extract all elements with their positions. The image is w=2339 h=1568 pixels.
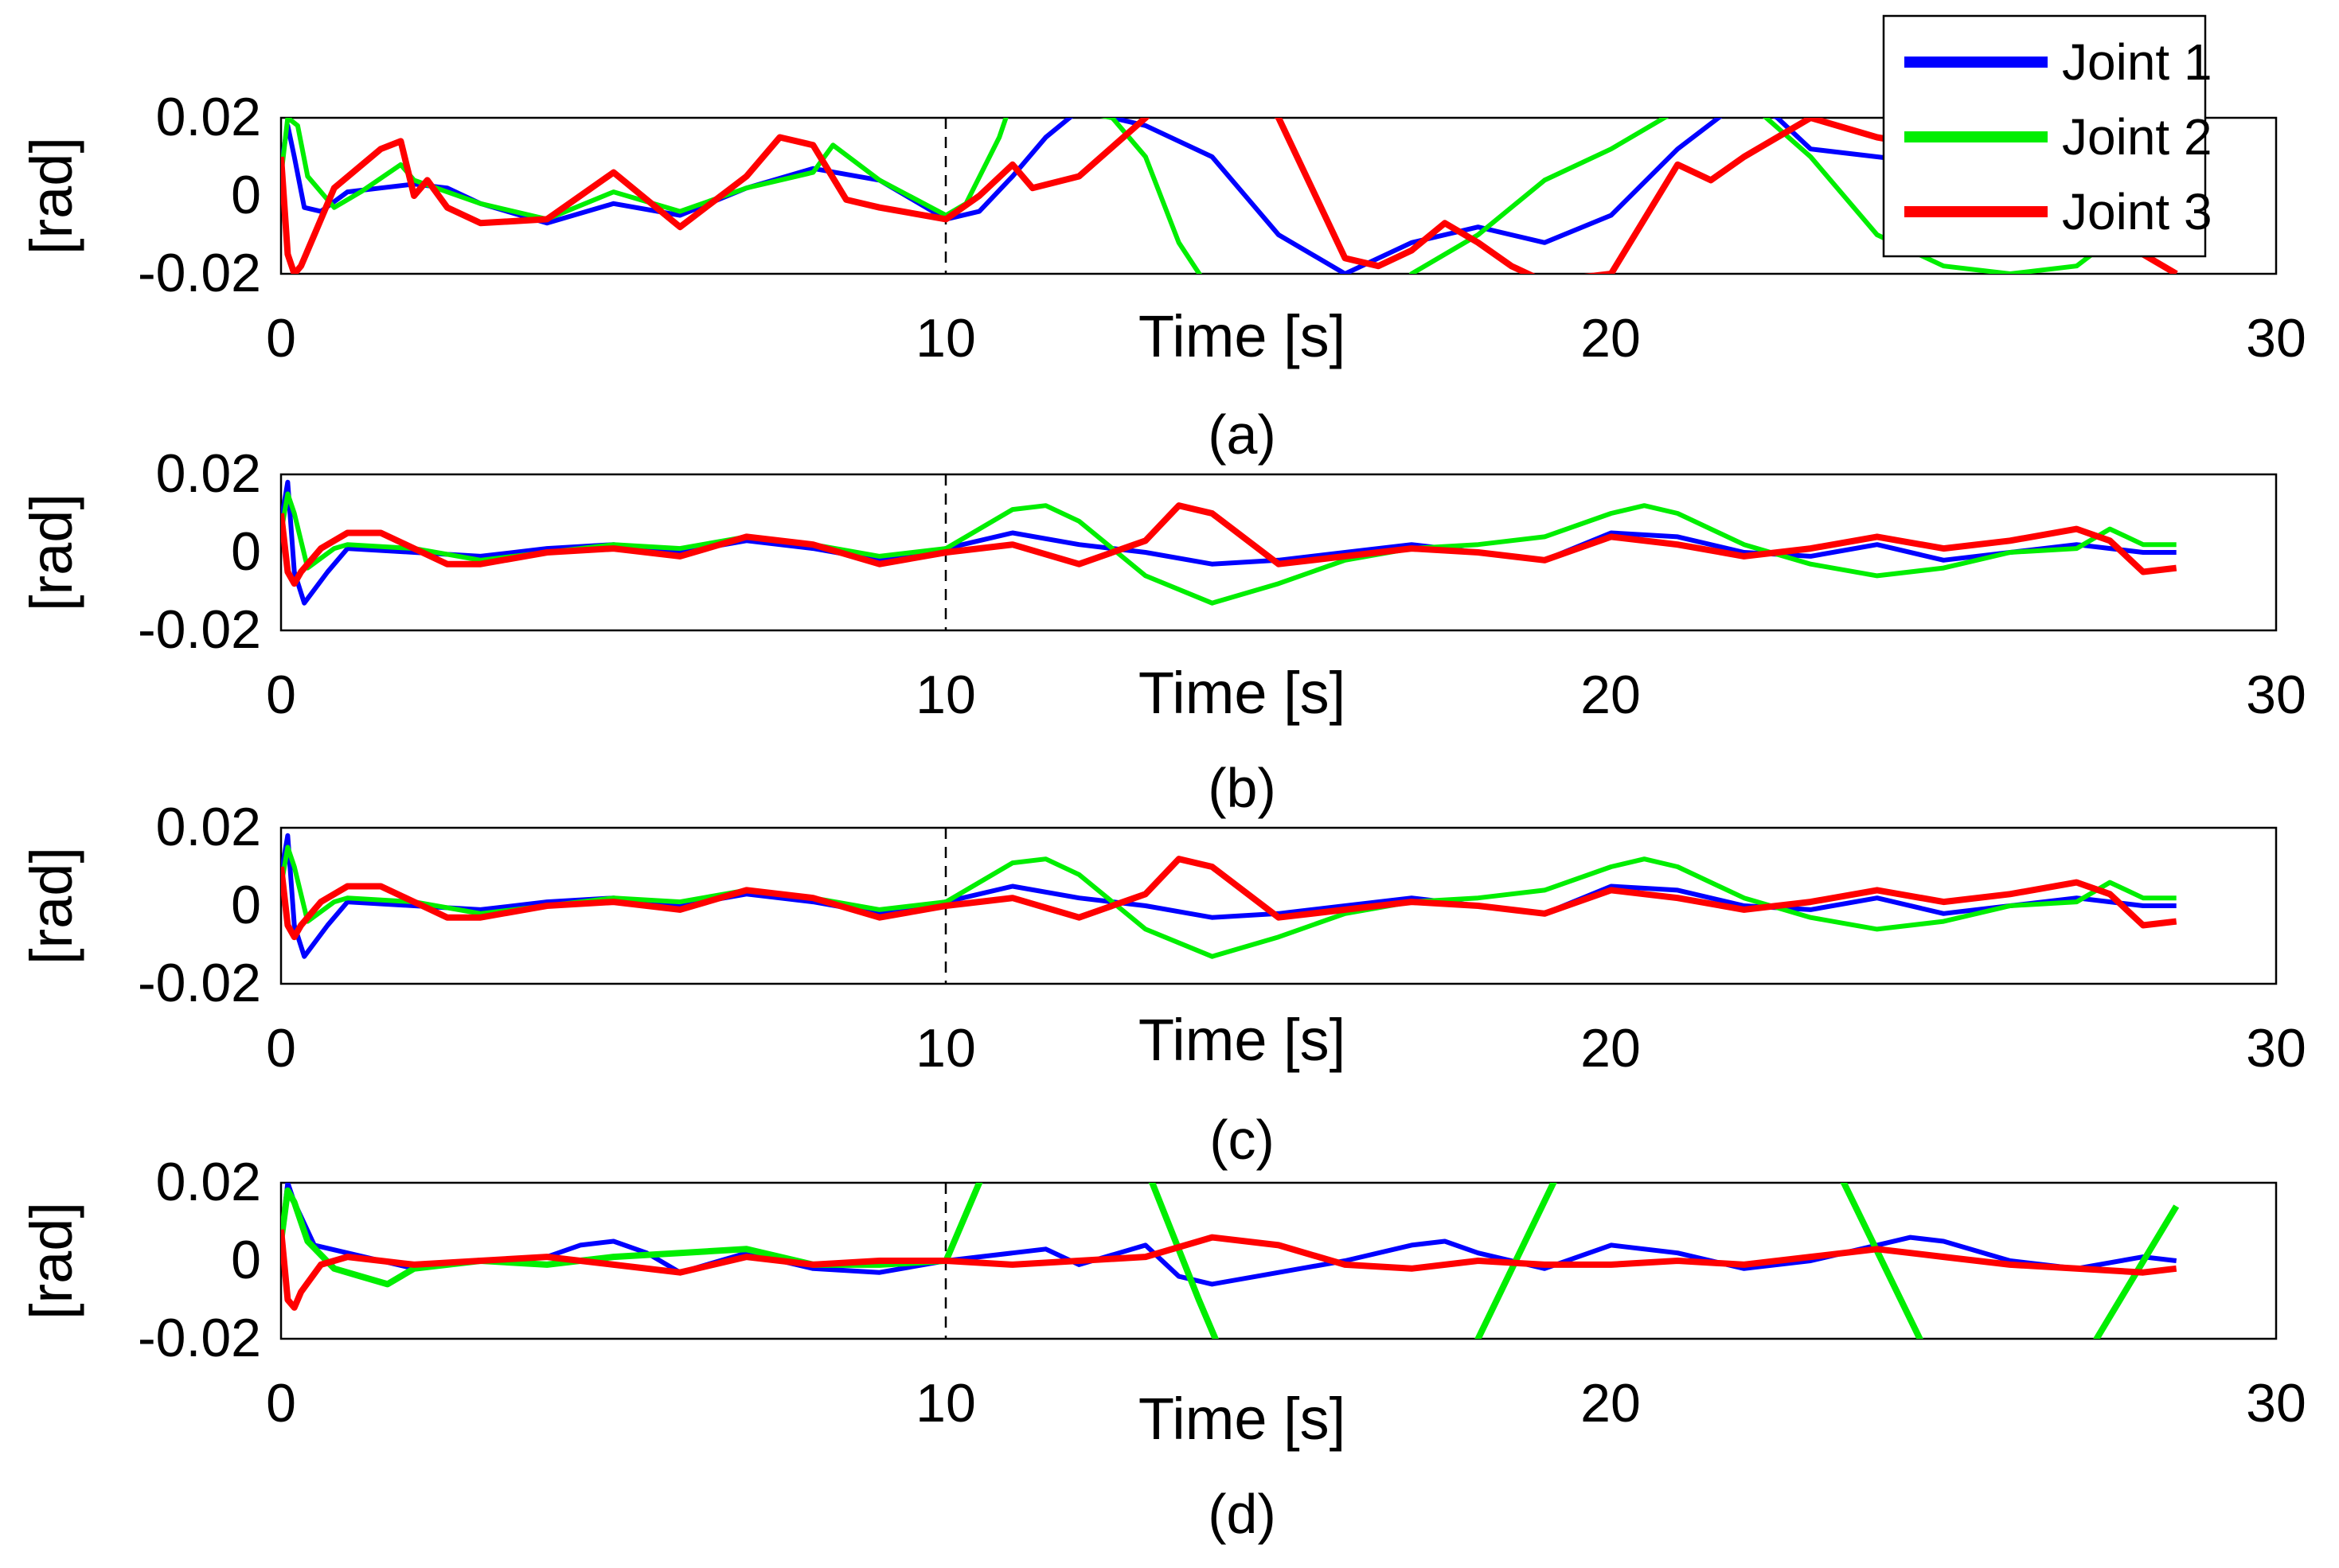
panel-c: 0.02 0 -0.02 0 10 20 30 Time [s] [rad] (… — [18, 797, 2306, 1171]
series-group-c — [281, 833, 2177, 959]
ytick-c-0: 0.02 — [156, 797, 261, 857]
ytick-d-2: -0.02 — [138, 1308, 261, 1368]
xtick-c-3: 30 — [2246, 1018, 2306, 1078]
panel-d: 0.02 0 -0.02 0 10 20 30 Time [s] [rad] (… — [18, 1152, 2306, 1545]
xlabel-d: Time [s] — [1138, 1386, 1345, 1452]
legend: Joint 1 Joint 2 Joint 3 — [1882, 14, 2212, 258]
ytick-c-1: 0 — [231, 875, 261, 935]
xtick-a-2: 20 — [1580, 308, 1641, 369]
series-line-c-joint-3 — [281, 856, 2177, 941]
xtick-d-2: 20 — [1580, 1373, 1641, 1433]
ytick-b-2: -0.02 — [138, 599, 261, 660]
xtick-c-1: 10 — [916, 1018, 976, 1078]
ytick-d-0: 0.02 — [156, 1152, 261, 1212]
legend-label-joint-2: Joint 2 — [2062, 108, 2212, 166]
ylabel-c: [rad] — [18, 847, 84, 965]
ylabel-b: [rad] — [18, 493, 84, 611]
series-group-d — [281, 1183, 2180, 1339]
xtick-a-3: 30 — [2246, 308, 2306, 369]
xtick-b-1: 10 — [916, 665, 976, 725]
xlabel-b: Time [s] — [1138, 660, 1345, 726]
series-group-a — [281, 118, 2178, 274]
ytick-c-2: -0.02 — [138, 953, 261, 1013]
xtick-a-0: 0 — [266, 308, 296, 369]
ytick-a-0: 0.02 — [156, 87, 261, 147]
series-line-d-joint-3 — [281, 1229, 2177, 1311]
ylabel-d: [rad] — [18, 1202, 84, 1320]
plot-area-c — [279, 826, 2278, 985]
ytick-d-1: 0 — [231, 1230, 261, 1290]
xtick-b-3: 30 — [2246, 665, 2306, 725]
legend-label-joint-3: Joint 3 — [2062, 183, 2212, 240]
ytick-b-1: 0 — [231, 521, 261, 582]
series-line-a-joint-3 — [281, 118, 2178, 274]
plot-area-b — [279, 473, 2278, 632]
xtick-b-2: 20 — [1580, 665, 1641, 725]
legend-label-joint-1: Joint 1 — [2062, 33, 2212, 91]
series-line-b-joint-3 — [281, 502, 2177, 587]
panel-b: 0.02 0 -0.02 0 10 20 30 Time [s] [rad] (… — [18, 443, 2306, 819]
ylabel-a: [rad] — [18, 137, 84, 255]
xtick-d-3: 30 — [2246, 1373, 2306, 1433]
xlabel-c: Time [s] — [1138, 1007, 1345, 1073]
series-group-b — [281, 479, 2177, 606]
xtick-d-0: 0 — [266, 1373, 296, 1433]
ytick-b-0: 0.02 — [156, 443, 261, 504]
xtick-d-1: 10 — [916, 1373, 976, 1433]
series-line-a-joint-1 — [281, 118, 2177, 274]
caption-b: (b) — [1208, 757, 1276, 819]
xtick-b-0: 0 — [266, 665, 296, 725]
ytick-a-2: -0.02 — [138, 243, 261, 303]
xtick-c-0: 0 — [266, 1018, 296, 1078]
plot-area-d — [279, 1181, 2278, 1340]
xtick-c-2: 20 — [1580, 1018, 1641, 1078]
xtick-a-1: 10 — [916, 308, 976, 369]
caption-c: (c) — [1209, 1109, 1275, 1171]
ytick-a-1: 0 — [231, 165, 261, 225]
xlabel-a: Time [s] — [1138, 303, 1345, 369]
caption-a: (a) — [1208, 404, 1276, 466]
caption-d: (d) — [1208, 1483, 1276, 1545]
